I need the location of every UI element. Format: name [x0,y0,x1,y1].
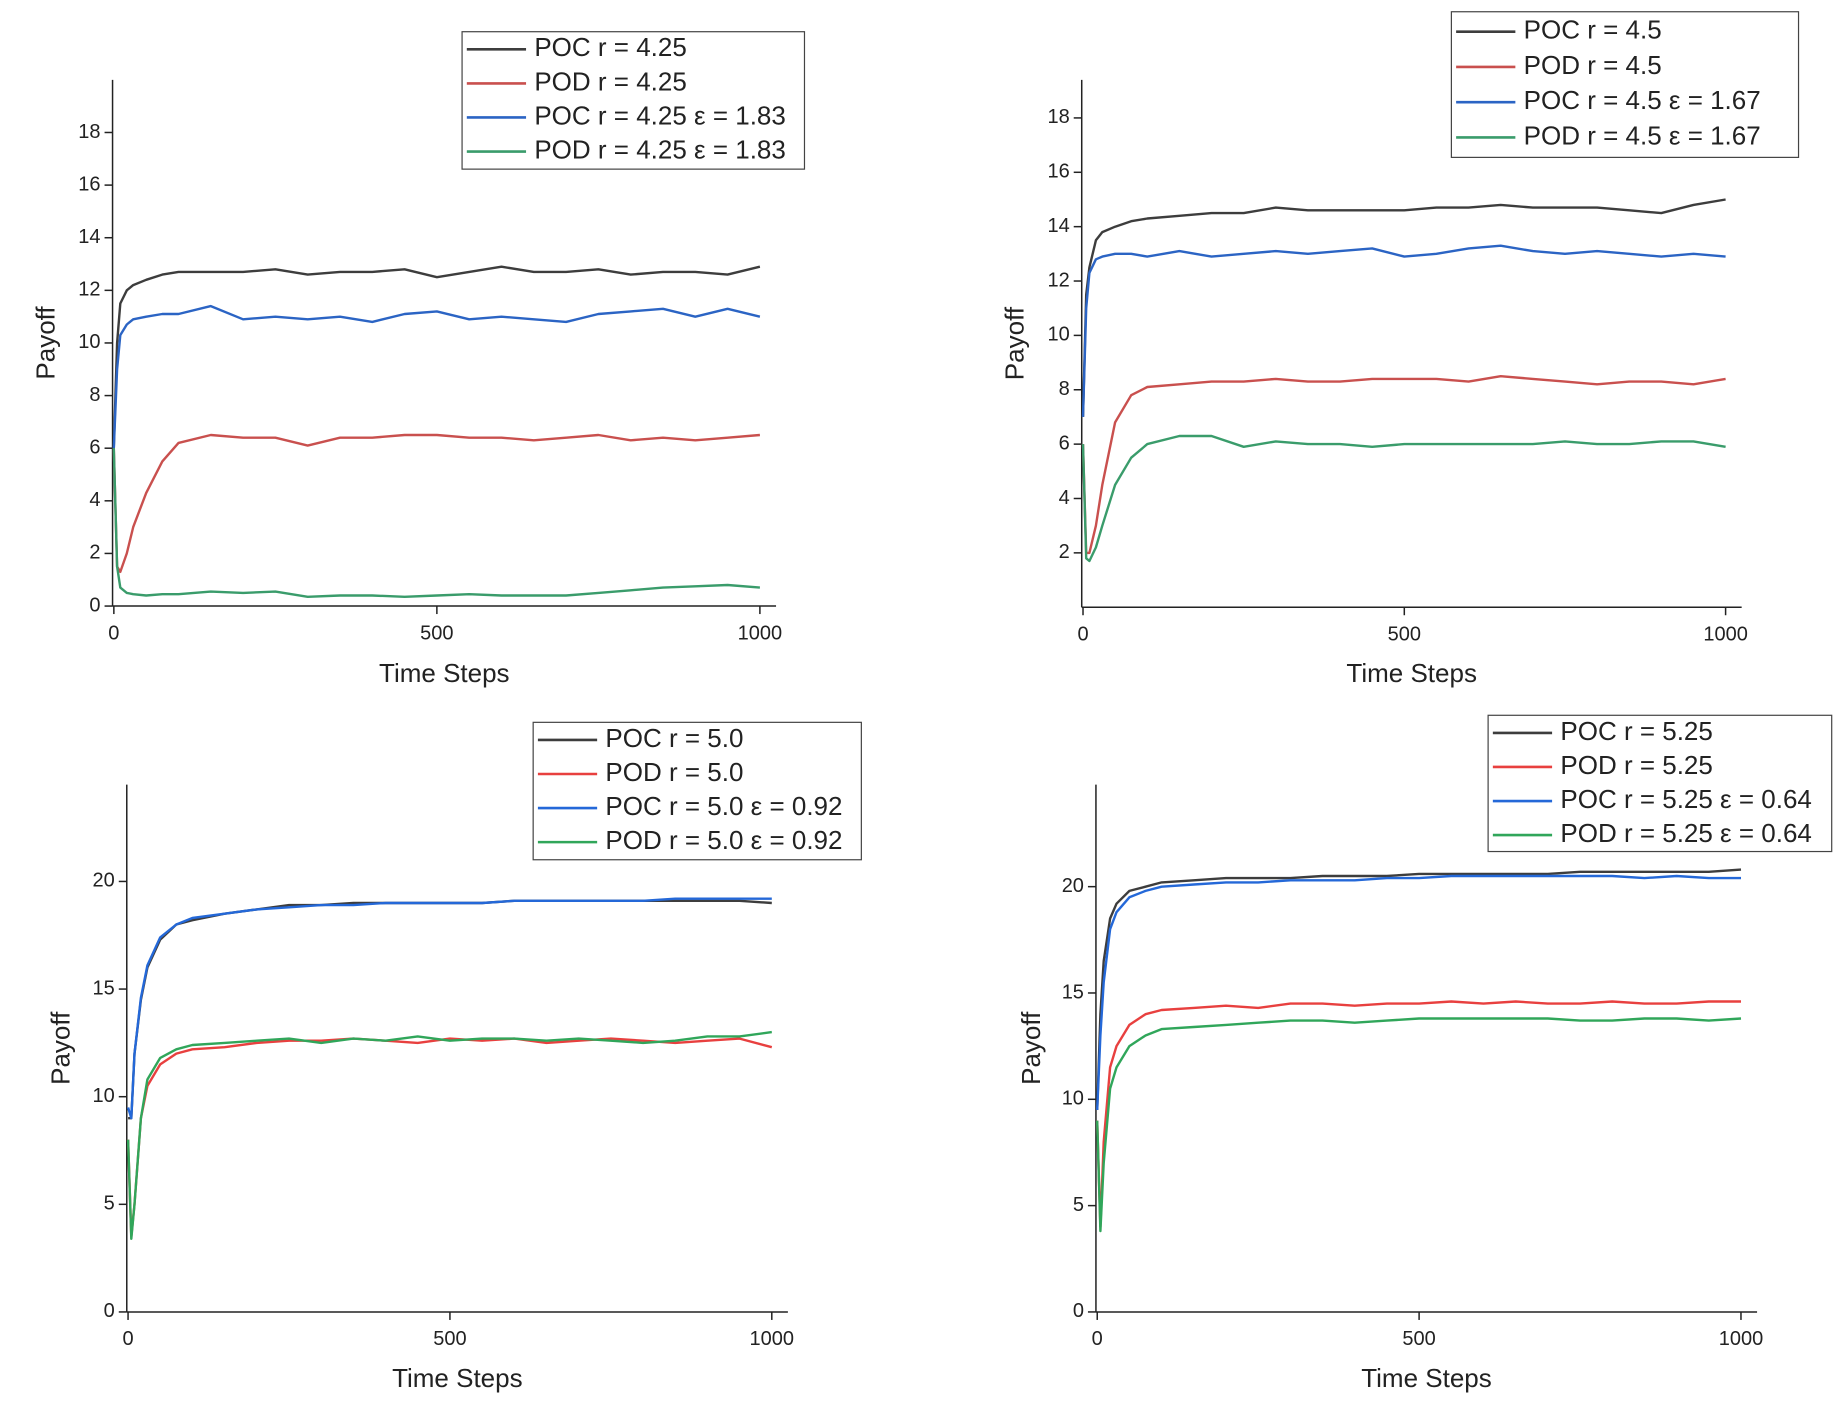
y-tick-label: 4 [89,489,100,511]
legend-label: POD r = 5.25 [1560,750,1712,780]
y-tick-label: 16 [78,173,100,195]
y-tick-label: 20 [1062,875,1084,897]
series-line [1096,1000,1741,1229]
legend-box [532,721,862,861]
x-tick-label: 0 [1077,624,1088,646]
legend-label: POC r = 4.25 [534,32,686,62]
legend-label: POC r = 5.0 [605,723,743,753]
x-axis-title: Time Steps [1346,658,1477,688]
x-axis-title: Time Steps [392,1363,523,1393]
legend-label: POD r = 5.0 [605,757,743,787]
legend-label: POC r = 4.25 ε = 1.83 [534,100,786,130]
series-line [112,433,760,574]
x-tick-label: 500 [433,1328,466,1350]
y-tick-label: 10 [93,1085,115,1107]
y-tick-label: 6 [89,436,100,458]
y-tick-label: 12 [1047,269,1069,291]
y-tick-label: 15 [1062,981,1084,1003]
x-tick-label: 1000 [750,1328,795,1350]
series-line [112,448,760,598]
x-tick-label: 1000 [1703,624,1748,646]
legend-label: POC r = 5.25 [1560,716,1712,746]
chart-panel: 0 2 4 6 8 10 12 14 16 18 0 500 1000 Payoff Time Steps P… [30,31,806,688]
x-tick-label: 500 [1402,1328,1435,1350]
y-tick-label: 2 [1059,541,1070,563]
y-tick-label: 8 [1059,378,1070,400]
y-tick-label: 16 [1047,161,1069,183]
series-line [1096,874,1741,1110]
legend-label: POD r = 4.5 ε = 1.67 [1524,120,1761,150]
chart-panel: 0 5 10 15 20 0 500 1000 Payoff Time Steps POC r = … [46,721,862,1393]
y-tick-label: 14 [78,226,100,248]
legend-label: POC r = 4.5 ε = 1.67 [1524,85,1761,115]
series-line [126,1030,772,1240]
x-tick-label: 1000 [738,622,783,644]
series-line [126,897,772,1120]
x-tick-label: 0 [108,622,119,644]
x-tick-label: 0 [1092,1328,1103,1350]
y-tick-label: 8 [89,384,100,406]
legend-label: POC r = 5.0 ε = 0.92 [605,791,842,821]
series-line [1081,198,1726,417]
y-tick-label: 10 [1062,1088,1084,1110]
y-tick-label: 15 [93,977,115,999]
legend-label: POD r = 4.25 [534,66,686,96]
y-tick-label: 20 [93,870,115,892]
x-tick-label: 500 [420,622,453,644]
y-tick-label: 6 [1059,432,1070,454]
legend-label: POC r = 5.25 ε = 0.64 [1560,784,1812,814]
y-tick-label: 10 [1047,324,1069,346]
legend-box [1487,714,1833,853]
y-tick-label: 12 [78,279,100,301]
y-tick-label: 14 [1047,215,1069,237]
y-tick-label: 0 [104,1300,115,1322]
legend-label: POD r = 4.5 [1524,50,1662,80]
legend-box [461,31,806,170]
chart-panel: 0 5 10 15 20 0 500 1000 Payoff Time Steps POC r = … [1016,714,1833,1393]
legend-box [1450,11,1800,158]
x-tick-label: 0 [122,1328,133,1350]
legend-label: POD r = 4.25 ε = 1.83 [534,134,786,164]
series-line [112,265,761,449]
x-tick-label: 500 [1388,624,1421,646]
y-axis-title: Payoff [46,1011,76,1085]
series-line [1096,868,1742,1110]
series-line [126,1037,773,1238]
series-line [1081,434,1726,563]
legend-label: POD r = 5.0 ε = 0.92 [605,825,842,855]
series-line [1081,375,1726,555]
y-axis-title: Payoff [999,306,1029,380]
y-tick-label: 0 [1073,1300,1084,1322]
y-tick-label: 10 [78,331,100,353]
y-axis-title: Payoff [1016,1011,1046,1085]
y-tick-label: 5 [104,1193,115,1215]
series-line [128,899,772,1120]
y-tick-label: 5 [1073,1194,1084,1216]
y-tick-label: 2 [89,542,100,564]
x-tick-label: 1000 [1719,1328,1764,1350]
y-tick-label: 18 [78,121,100,143]
y-tick-label: 0 [89,594,100,616]
series-line [1081,244,1726,417]
legend-label: POC r = 4.5 [1524,15,1662,45]
series-line [1096,1017,1742,1233]
x-axis-title: Time Steps [379,658,510,688]
y-tick-label: 4 [1059,487,1070,509]
y-tick-label: 18 [1047,106,1069,128]
series-line [112,304,761,449]
legend-label: POD r = 5.25 ε = 0.64 [1560,818,1812,848]
y-axis-title: Payoff [30,306,60,380]
chart-panel: 2 4 6 8 10 12 14 16 18 0 500 1000 Payoff Time Steps PO… [999,11,1800,688]
x-axis-title: Time Steps [1361,1363,1492,1393]
